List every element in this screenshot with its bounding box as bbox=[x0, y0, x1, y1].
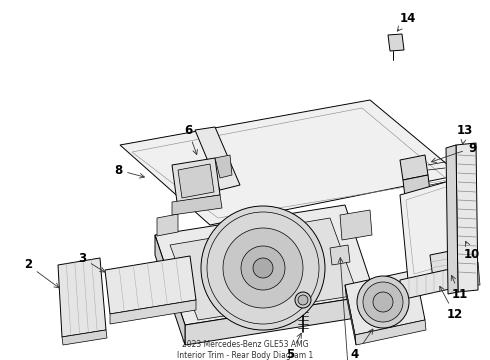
Circle shape bbox=[223, 228, 303, 308]
Text: 11: 11 bbox=[451, 275, 468, 302]
Text: 8: 8 bbox=[114, 163, 145, 178]
Polygon shape bbox=[430, 248, 468, 279]
Polygon shape bbox=[400, 265, 468, 300]
Polygon shape bbox=[400, 155, 428, 180]
Text: 6: 6 bbox=[184, 123, 197, 154]
Circle shape bbox=[201, 206, 325, 330]
Text: 4: 4 bbox=[351, 329, 373, 360]
Text: 1: 1 bbox=[0, 359, 1, 360]
Polygon shape bbox=[468, 262, 480, 285]
Polygon shape bbox=[403, 175, 430, 197]
Circle shape bbox=[241, 246, 285, 290]
Polygon shape bbox=[120, 100, 460, 225]
Polygon shape bbox=[157, 214, 178, 236]
Circle shape bbox=[253, 258, 273, 278]
Text: 9: 9 bbox=[432, 141, 476, 162]
Text: 7: 7 bbox=[338, 258, 359, 360]
Polygon shape bbox=[105, 256, 196, 314]
Polygon shape bbox=[340, 210, 372, 240]
Polygon shape bbox=[456, 143, 478, 292]
Polygon shape bbox=[110, 300, 196, 324]
Text: 14: 14 bbox=[397, 12, 416, 31]
Text: 5: 5 bbox=[286, 333, 301, 360]
Polygon shape bbox=[155, 235, 185, 345]
Polygon shape bbox=[345, 270, 425, 335]
Text: 13: 13 bbox=[457, 123, 473, 144]
Text: 2023 Mercedes-Benz GLE53 AMG
Interior Trim - Rear Body Diagram 1: 2023 Mercedes-Benz GLE53 AMG Interior Tr… bbox=[177, 340, 313, 360]
Polygon shape bbox=[355, 320, 426, 345]
Polygon shape bbox=[172, 195, 222, 215]
Circle shape bbox=[295, 292, 311, 308]
Polygon shape bbox=[330, 245, 350, 265]
Circle shape bbox=[363, 282, 403, 322]
Polygon shape bbox=[58, 258, 106, 337]
Polygon shape bbox=[400, 178, 468, 280]
Polygon shape bbox=[172, 158, 220, 202]
Polygon shape bbox=[345, 285, 356, 345]
Polygon shape bbox=[170, 218, 358, 320]
Circle shape bbox=[298, 295, 308, 305]
Polygon shape bbox=[195, 127, 240, 190]
Polygon shape bbox=[185, 295, 375, 345]
Circle shape bbox=[357, 276, 409, 328]
Polygon shape bbox=[446, 145, 458, 294]
Polygon shape bbox=[178, 164, 214, 198]
Text: 3: 3 bbox=[78, 252, 105, 272]
Polygon shape bbox=[388, 34, 404, 51]
Circle shape bbox=[373, 292, 393, 312]
Polygon shape bbox=[155, 205, 375, 325]
Polygon shape bbox=[62, 330, 107, 345]
Text: 10: 10 bbox=[464, 241, 480, 261]
Text: 12: 12 bbox=[440, 286, 463, 321]
Text: 2: 2 bbox=[24, 258, 59, 288]
Polygon shape bbox=[215, 155, 232, 178]
